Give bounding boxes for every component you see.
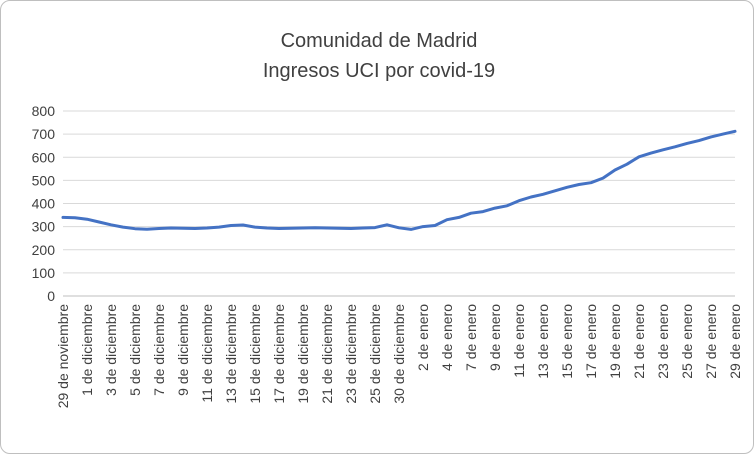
- y-tick-label: 100: [32, 265, 56, 281]
- y-tick-label: 200: [32, 242, 56, 258]
- data-line-series: [61, 129, 737, 231]
- x-tick-label: 11 de enero: [511, 304, 527, 378]
- x-tick-label: 21 de diciembre: [319, 304, 335, 404]
- x-tick-label: 23 de diciembre: [343, 304, 359, 404]
- x-tick-label: 9 de enero: [487, 304, 503, 371]
- x-tick-label: 2 de enero: [415, 304, 431, 371]
- x-tick-label: 4 de enero: [439, 304, 455, 371]
- x-tick-label: 15 de enero: [559, 304, 575, 379]
- x-tick-label: 25 de enero: [679, 304, 695, 379]
- x-tick-label: 1 de diciembre: [79, 304, 95, 396]
- x-tick-label: 5 de diciembre: [127, 304, 143, 396]
- x-tick-label: 13 de diciembre: [223, 304, 239, 404]
- x-tick-label: 7 de enero: [463, 304, 479, 371]
- chart-title-line1: Comunidad de Madrid: [281, 30, 478, 52]
- x-tick-label: 29 de noviembre: [55, 304, 71, 409]
- y-tick-label: 500: [32, 172, 56, 188]
- x-tick-label: 9 de diciembre: [175, 304, 191, 396]
- gridlines: [63, 110, 735, 297]
- x-tick-label: 3 de diciembre: [103, 304, 119, 396]
- x-axis-labels: 29 de noviembre 1 de diciembre 3 de diciem…: [55, 304, 743, 409]
- x-tick-label: 11 de diciembre: [199, 304, 215, 403]
- y-tick-label: 800: [32, 103, 56, 119]
- y-tick-label: 300: [32, 219, 56, 235]
- x-tick-label: 19 de diciembre: [295, 304, 311, 404]
- y-axis-labels: 0 100 200 300 400 500 600 700 800: [32, 103, 56, 304]
- x-tick-label: 19 de enero: [607, 304, 623, 379]
- x-tick-label: 15 de diciembre: [247, 304, 263, 404]
- x-tick-label: 17 de enero: [583, 304, 599, 379]
- x-tick-label: 27 de enero: [703, 304, 719, 379]
- x-tick-label: 30 de diciembre: [391, 304, 407, 404]
- y-tick-label: 700: [32, 126, 56, 142]
- x-tick-label: 21 de enero: [631, 304, 647, 379]
- x-tick-label: 29 de enero: [727, 304, 743, 379]
- chart-title-line2: Ingresos UCI por covid-19: [263, 60, 495, 82]
- y-tick-label: 0: [47, 288, 55, 304]
- x-tick-label: 23 de enero: [655, 304, 671, 379]
- x-tick-label: 13 de enero: [535, 304, 551, 379]
- x-tick-label: 17 de diciembre: [271, 304, 287, 404]
- y-tick-label: 400: [32, 196, 56, 212]
- x-tick-label: 7 de diciembre: [151, 304, 167, 396]
- x-tick-label: 25 de diciembre: [367, 304, 383, 404]
- y-tick-label: 600: [32, 149, 56, 165]
